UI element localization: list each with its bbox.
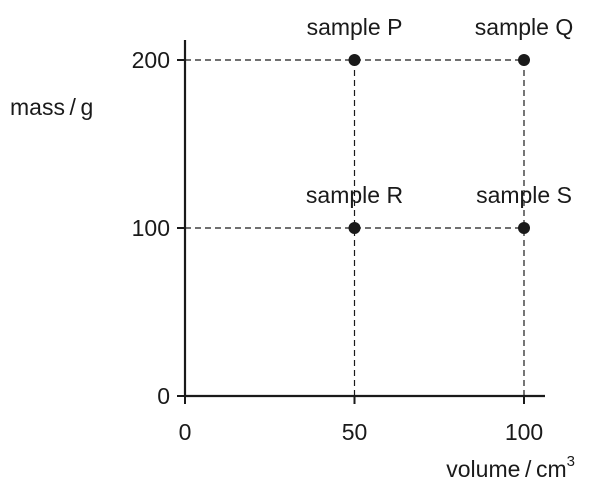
point-label: sample P [307, 14, 403, 40]
y-tick-label: 100 [132, 215, 170, 241]
dashed-guide-lines [185, 59, 525, 396]
data-point [518, 222, 530, 234]
data-point [348, 222, 361, 234]
point-labels: sample P sample Q sample R sample S [306, 14, 573, 208]
x-axis-label-superscript: 3 [567, 453, 575, 470]
tick-labels: 0 50 100 0 100 200 [132, 47, 544, 445]
x-axis-label: volume / cm3 [446, 453, 575, 482]
x-axis-label-text: volume / cm [446, 456, 566, 482]
data-point [348, 54, 361, 66]
data-points [348, 54, 530, 234]
tick-marks [177, 59, 525, 404]
axes [183, 40, 545, 398]
y-axis-label: mass / g [10, 94, 93, 120]
point-label: sample R [306, 182, 403, 208]
data-point [518, 54, 530, 66]
point-label: sample Q [475, 14, 573, 40]
x-tick-label: 0 [179, 419, 192, 445]
point-label: sample S [476, 182, 572, 208]
x-tick-label: 100 [505, 419, 543, 445]
y-tick-label: 0 [157, 383, 170, 409]
y-tick-label: 200 [132, 47, 170, 73]
x-tick-label: 50 [342, 419, 368, 445]
